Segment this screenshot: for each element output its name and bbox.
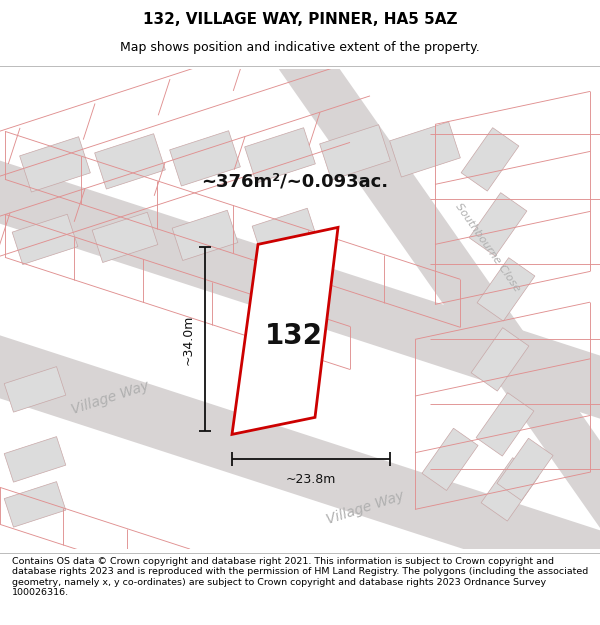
Polygon shape: [497, 438, 553, 501]
Polygon shape: [95, 134, 166, 189]
Polygon shape: [389, 122, 460, 177]
Polygon shape: [0, 312, 600, 616]
Polygon shape: [245, 127, 316, 183]
Polygon shape: [0, 148, 600, 451]
Polygon shape: [476, 392, 534, 456]
Polygon shape: [477, 258, 535, 321]
Text: Southbourne Close: Southbourne Close: [454, 201, 523, 293]
Polygon shape: [172, 210, 238, 261]
Polygon shape: [422, 428, 478, 491]
Text: Contains OS data © Crown copyright and database right 2021. This information is : Contains OS data © Crown copyright and d…: [12, 557, 588, 597]
Polygon shape: [170, 131, 241, 186]
Polygon shape: [471, 328, 529, 391]
Polygon shape: [320, 125, 391, 180]
Polygon shape: [4, 482, 66, 527]
Polygon shape: [4, 437, 66, 482]
Polygon shape: [252, 208, 318, 259]
Polygon shape: [279, 41, 600, 528]
Text: ~34.0m: ~34.0m: [182, 314, 195, 364]
Polygon shape: [92, 213, 158, 262]
Text: 132, VILLAGE WAY, PINNER, HA5 5AZ: 132, VILLAGE WAY, PINNER, HA5 5AZ: [143, 12, 457, 27]
Text: Village Way: Village Way: [70, 378, 151, 416]
Text: Village Way: Village Way: [325, 488, 406, 526]
Text: Map shows position and indicative extent of the property.: Map shows position and indicative extent…: [120, 41, 480, 54]
Polygon shape: [232, 228, 338, 434]
Text: ~23.8m: ~23.8m: [286, 473, 336, 486]
Polygon shape: [12, 214, 78, 264]
Polygon shape: [20, 137, 91, 192]
Polygon shape: [4, 367, 66, 412]
Text: 132: 132: [265, 322, 323, 350]
Polygon shape: [469, 192, 527, 256]
Polygon shape: [461, 127, 519, 191]
Text: ~376m²/~0.093ac.: ~376m²/~0.093ac.: [202, 173, 389, 191]
Polygon shape: [481, 458, 539, 521]
